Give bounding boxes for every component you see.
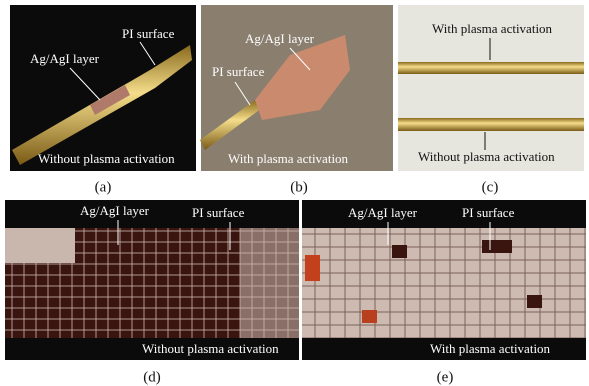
panel-e: Ag/AgI layer PI surface With plasma acti… [302,200,586,385]
sample [302,228,586,338]
exposed [362,310,377,323]
panel-label: (c) [482,179,499,195]
caption: Without plasma activation [418,149,555,164]
panel-label: (b) [290,179,308,195]
figure: PI surface Ag/AgI layer Without plasma a… [0,0,589,386]
annotation: PI surface [462,205,515,220]
annotation: Ag/AgI layer [80,203,150,218]
panel-d: Ag/AgI layer PI surface Without plasma a… [5,200,299,385]
caption: With plasma activation [430,341,551,356]
exposed [392,245,407,258]
panel-label: (a) [95,179,112,195]
exposed [527,295,542,308]
annotation: Ag/AgI layer [245,31,315,46]
panel-c: With plasma activation Without plasma ac… [398,5,584,195]
panel-b: Ag/AgI layer PI surface With plasma acti… [200,5,393,195]
grid [5,228,299,338]
rod [398,118,584,131]
exposed [305,255,320,281]
annotation: PI surface [212,64,265,79]
annotation: Ag/AgI layer [30,51,100,66]
caption: Without plasma activation [38,151,175,166]
caption: With plasma activation [228,151,349,166]
caption: Without plasma activation [142,341,279,356]
page: PI surface Ag/AgI layer Without plasma a… [0,0,589,386]
panel-label: (d) [143,369,161,385]
rod [398,62,584,74]
annotation: Ag/AgI layer [348,205,418,220]
exposed [482,240,512,253]
panel-label: (e) [437,369,454,385]
annotation: PI surface [192,205,245,220]
annotation: PI surface [122,26,175,41]
panel-a: PI surface Ag/AgI layer Without plasma a… [10,5,196,195]
annotation: With plasma activation [432,21,553,36]
